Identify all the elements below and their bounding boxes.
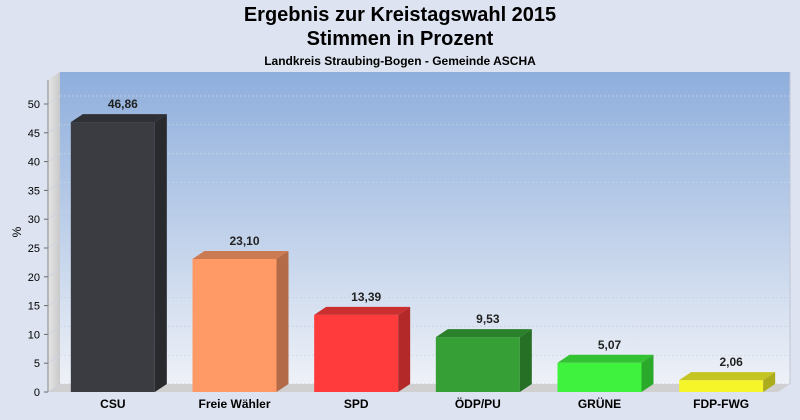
bar-0 — [70, 114, 167, 393]
bar-top — [70, 114, 167, 123]
grid-line-side — [47, 354, 61, 364]
bar-4 — [557, 354, 654, 392]
plot-side-wall — [48, 72, 60, 392]
bar-value-label: 13,39 — [351, 290, 381, 304]
chart-subsubtitle: Landkreis Straubing-Bogen - Gemeinde ASC… — [264, 54, 536, 68]
bar-5 — [679, 372, 776, 392]
y-tick-label: 25 — [28, 243, 40, 255]
bar-front — [679, 380, 764, 392]
chart-subtitle: Stimmen in Prozent — [306, 28, 494, 50]
chart-title: Ergebnis zur Kreistagswahl 2015 — [243, 4, 557, 26]
y-tick-label: 35 — [28, 185, 40, 197]
y-tick-label: 45 — [28, 128, 40, 140]
bar-front — [557, 362, 642, 392]
x-tick-label: Freie Wähler — [198, 397, 270, 411]
y-tick-label: 5 — [34, 358, 40, 370]
bar-value-label: 23,10 — [229, 234, 259, 248]
y-axis-label: % — [10, 226, 24, 237]
bar-side — [519, 329, 532, 392]
y-tick-label: 10 — [28, 329, 40, 341]
grid-line-side — [47, 239, 61, 249]
bar-value-label: 9,53 — [476, 312, 500, 326]
grid-line-side — [47, 182, 61, 191]
bar-value-label: 5,07 — [598, 338, 622, 352]
bar-side — [763, 372, 776, 392]
grid-line-side — [47, 268, 61, 278]
grid-line-side — [47, 297, 61, 306]
plot-back-wall — [60, 72, 790, 384]
bar-top — [192, 250, 289, 259]
bar-top — [557, 354, 654, 363]
bar-front — [70, 122, 155, 393]
bar-side — [641, 354, 654, 392]
y-tick-label: 40 — [28, 157, 40, 169]
y-tick-label: 30 — [28, 214, 40, 226]
bar-front — [435, 337, 520, 392]
bar-value-label: 2,06 — [719, 355, 743, 369]
bar-side — [398, 306, 411, 392]
x-tick-label: FDP-FWG — [693, 397, 749, 411]
bar-side — [154, 114, 167, 393]
bar-front — [314, 314, 399, 392]
bar-top — [679, 372, 776, 381]
y-tick-label: 0 — [34, 387, 40, 399]
grid-line-side — [47, 124, 61, 134]
bar-side — [276, 250, 289, 392]
bar-top — [314, 306, 411, 315]
y-tick-label: 20 — [28, 272, 40, 284]
x-tick-label: GRÜNE — [578, 396, 621, 411]
x-tick-label: ÖDP/PU — [455, 396, 501, 411]
grid-line-side — [47, 383, 61, 393]
x-tick-label: SPD — [344, 397, 369, 411]
bar-front — [192, 258, 277, 392]
grid-line-side — [47, 95, 61, 105]
bar-2 — [314, 306, 411, 392]
y-tick-label: 50 — [28, 99, 40, 111]
y-tick-label: 15 — [28, 301, 40, 313]
grid-line-side — [47, 326, 61, 335]
bar-1 — [192, 250, 289, 392]
grid-line-side — [47, 210, 61, 220]
x-tick-label: CSU — [100, 397, 125, 411]
bar-top — [435, 329, 532, 338]
bar-3 — [435, 329, 532, 392]
bar-value-label: 46,86 — [108, 97, 138, 111]
grid-line-side — [47, 153, 61, 162]
